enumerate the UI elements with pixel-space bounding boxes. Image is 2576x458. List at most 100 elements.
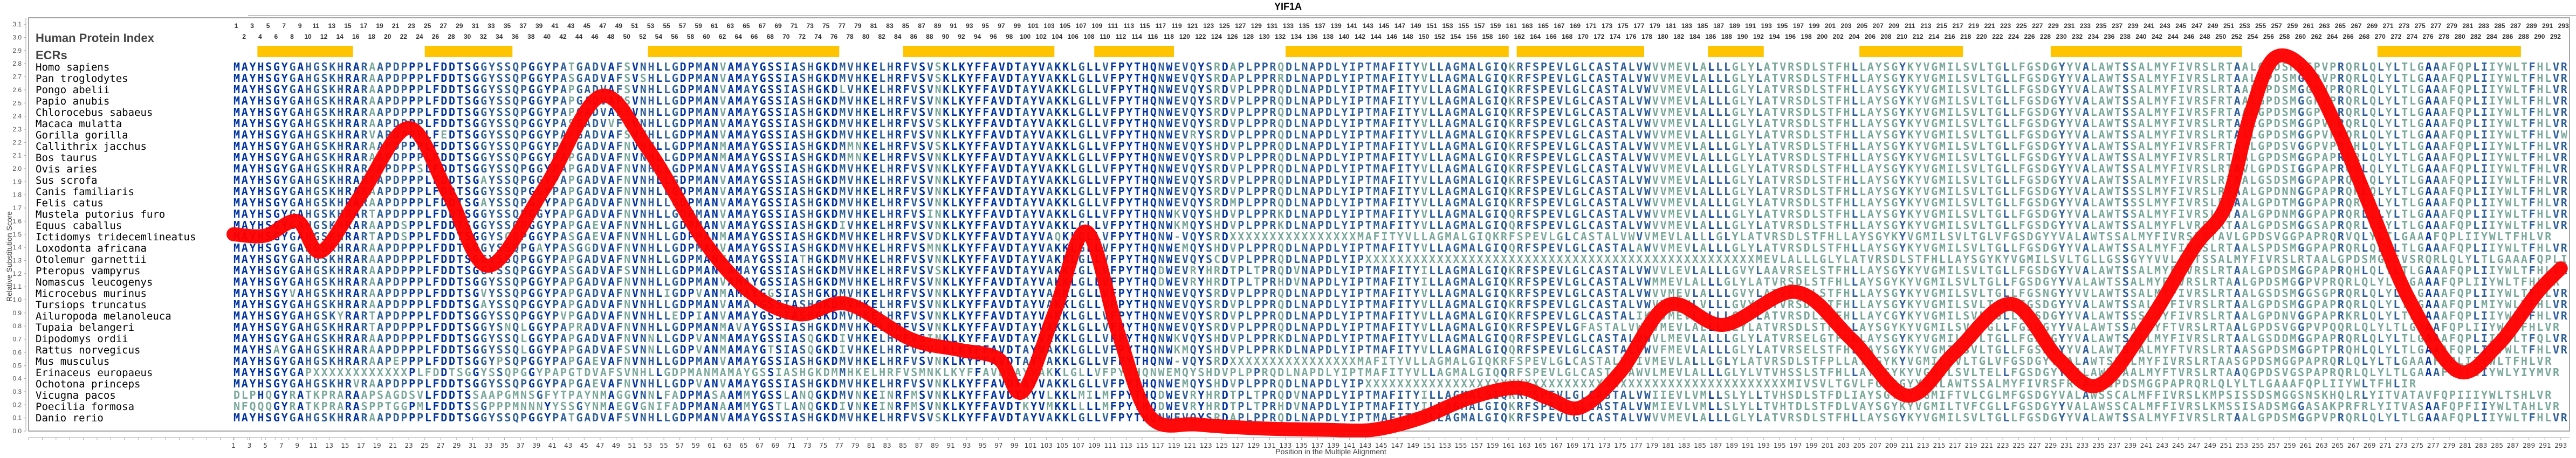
- y-tick-label: 2.8: [12, 60, 22, 67]
- top-position-number: 71: [791, 22, 798, 30]
- top-position-number: 185: [1698, 22, 1708, 30]
- top-position-number: 8: [290, 33, 294, 40]
- substitution-score-curve: [226, 48, 2568, 438]
- top-position-number: 175: [1618, 22, 1629, 30]
- top-position-number: 104: [1052, 33, 1062, 40]
- top-position-number: 183: [1681, 22, 1692, 30]
- y-tick-label: 0.7: [12, 336, 22, 343]
- top-position-number: 84: [894, 33, 902, 40]
- x-tick-label: 81: [867, 442, 875, 449]
- top-position-number: 244: [2168, 33, 2179, 40]
- top-position-number: 80: [862, 33, 870, 40]
- top-position-number: 52: [639, 33, 647, 40]
- x-tick-label: 283: [2475, 442, 2488, 449]
- top-position-number: 92: [958, 33, 965, 40]
- top-position-number: 82: [878, 33, 886, 40]
- top-position-number: 125: [1219, 22, 1230, 30]
- x-tick-label: 127: [1232, 442, 1244, 449]
- top-position-number: 3: [250, 22, 254, 30]
- top-position-number: 258: [2279, 33, 2290, 40]
- y-tick-label: 2.1: [12, 152, 22, 159]
- top-position-number: 238: [2120, 33, 2131, 40]
- x-tick-label: 217: [1949, 442, 1961, 449]
- x-tick-label: 77: [835, 442, 843, 449]
- x-tick-label: 79: [851, 442, 859, 449]
- x-tick-label: 191: [1742, 442, 1754, 449]
- top-position-number: 30: [464, 33, 471, 40]
- top-position-number: 67: [759, 22, 766, 30]
- top-position-number: 63: [727, 22, 734, 30]
- y-axis-label: Relative Substitution Score: [5, 211, 13, 302]
- species-label: Callithrix jacchus: [36, 141, 147, 152]
- x-tick-label: 265: [2331, 442, 2344, 449]
- x-tick-label: 195: [1774, 442, 1786, 449]
- ecr-bar: [903, 46, 1055, 57]
- x-tick-label: 1: [231, 442, 236, 449]
- x-tick-label: 63: [724, 442, 732, 449]
- top-position-number: 232: [2072, 33, 2083, 40]
- species-label: Danio rerio: [36, 412, 104, 424]
- top-position-number: 224: [2008, 33, 2019, 40]
- x-tick-label: 159: [1487, 442, 1499, 449]
- species-label: Gorilla gorilla: [36, 129, 128, 141]
- top-position-number: 181: [1665, 22, 1676, 30]
- top-position-number: 247: [2192, 22, 2202, 30]
- top-position-number: 283: [2478, 22, 2489, 30]
- top-position-number: 245: [2175, 22, 2186, 30]
- x-tick-label: 147: [1391, 442, 1403, 449]
- top-position-number: 188: [1721, 33, 1732, 40]
- x-tick-label: 237: [2108, 442, 2121, 449]
- top-position-number: 248: [2200, 33, 2210, 40]
- chart-title: YIF1A: [0, 1, 2576, 12]
- top-position-number: 85: [902, 22, 910, 30]
- x-tick-label: 83: [883, 442, 891, 449]
- species-label: Sus scrofa: [36, 175, 97, 186]
- top-position-number: 62: [719, 33, 726, 40]
- top-position-number: 178: [1641, 33, 1652, 40]
- top-position-number: 113: [1124, 22, 1135, 30]
- x-tick-label: 249: [2204, 442, 2216, 449]
- top-position-number: 201: [1825, 22, 1836, 30]
- x-tick-label: 33: [484, 442, 492, 449]
- top-position-number: 153: [1442, 22, 1453, 30]
- top-position-number: 143: [1363, 22, 1373, 30]
- x-tick-label: 55: [660, 442, 668, 449]
- x-tick-label: 89: [931, 442, 939, 449]
- top-position-number: 161: [1506, 22, 1517, 30]
- top-position-number: 242: [2152, 33, 2162, 40]
- top-position-number: 93: [966, 22, 973, 30]
- top-position-number: 182: [1673, 33, 1684, 40]
- y-tick-label: 0.3: [12, 388, 22, 395]
- x-tick-label: 99: [1011, 442, 1019, 449]
- y-tick-label: 0.4: [12, 375, 22, 383]
- top-position-number: 14: [336, 33, 344, 40]
- top-position-number: 11: [312, 22, 319, 30]
- top-position-number: 215: [1936, 22, 1947, 30]
- top-position-number: 229: [2048, 22, 2059, 30]
- top-position-number: 292: [2550, 33, 2561, 40]
- top-position-number: 176: [1625, 33, 1636, 40]
- y-tick-label: 0.2: [12, 401, 22, 408]
- top-position-number: 286: [2502, 33, 2513, 40]
- top-position-number: 150: [1418, 33, 1429, 40]
- x-tick-label: 201: [1822, 442, 1834, 449]
- x-tick-label: 275: [2411, 442, 2423, 449]
- top-position-number: 37: [519, 22, 527, 30]
- top-position-number: 142: [1355, 33, 1365, 40]
- y-tick-label: 1.1: [12, 283, 22, 290]
- x-tick-label: 285: [2491, 442, 2503, 449]
- top-position-number: 240: [2135, 33, 2146, 40]
- top-position-number: 154: [1450, 33, 1461, 40]
- x-tick-label: 39: [532, 442, 540, 449]
- species-label: Vicugna pacos: [36, 390, 116, 401]
- x-tick-label: 199: [1805, 442, 1818, 449]
- y-tick-label: 2.4: [12, 113, 22, 120]
- species-label: Canis familiaris: [36, 186, 134, 198]
- x-axis-label: Position in the Multiple Alignment: [1275, 447, 1386, 456]
- top-position-number: 234: [2088, 33, 2099, 40]
- top-position-number: 48: [607, 33, 615, 40]
- x-tick-label: 137: [1311, 442, 1324, 449]
- x-tick-label: 69: [771, 442, 779, 449]
